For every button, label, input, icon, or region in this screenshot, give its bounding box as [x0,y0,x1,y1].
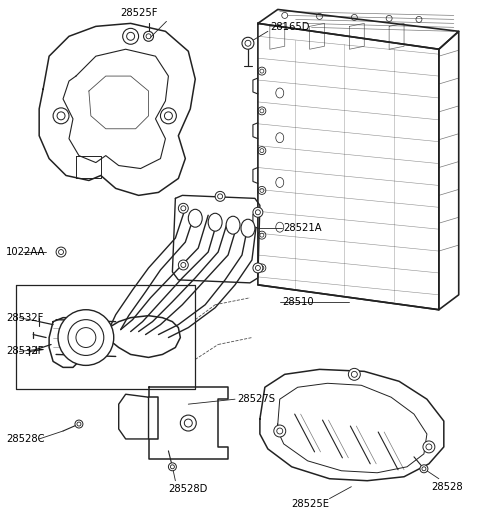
Circle shape [253,263,263,273]
Text: 28521A: 28521A [284,223,323,233]
Circle shape [253,207,263,217]
Circle shape [179,203,188,213]
Circle shape [75,420,83,428]
Text: 28165D: 28165D [270,22,309,32]
Ellipse shape [226,216,240,234]
Circle shape [144,31,154,41]
Circle shape [348,368,360,380]
Text: 28532F: 28532F [6,313,44,323]
Circle shape [53,108,69,124]
Circle shape [420,465,428,473]
Text: 28528D: 28528D [168,484,208,493]
Circle shape [274,425,286,437]
Circle shape [180,415,196,431]
Ellipse shape [241,219,255,237]
Text: 1022AA: 1022AA [6,247,46,257]
Text: 28528C: 28528C [6,434,45,444]
Circle shape [168,463,176,471]
Ellipse shape [188,209,202,227]
Circle shape [179,260,188,270]
Text: 28525F: 28525F [120,8,158,18]
Text: 28528: 28528 [431,482,463,492]
Circle shape [160,108,176,124]
Ellipse shape [208,213,222,231]
Text: 28527S: 28527S [237,394,275,404]
Text: 28510: 28510 [282,297,313,307]
Circle shape [58,310,114,366]
Circle shape [242,37,254,49]
Circle shape [423,441,435,453]
Text: 28532F: 28532F [6,346,44,357]
Circle shape [123,29,139,44]
Circle shape [215,191,225,201]
Circle shape [56,247,66,257]
Text: 28525E: 28525E [292,499,330,509]
